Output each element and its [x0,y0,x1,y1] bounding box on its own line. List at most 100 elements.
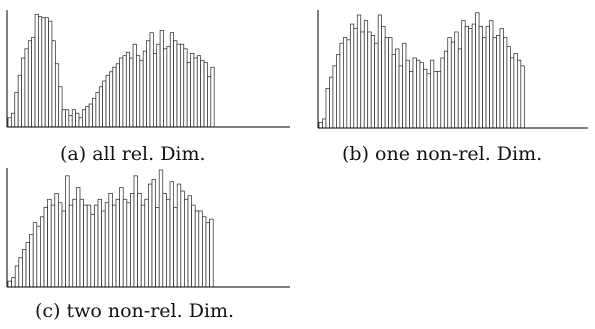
histogram-bar [398,65,403,129]
histogram-bar [499,28,504,129]
histogram-bar [207,76,212,128]
histogram-bar [370,34,376,129]
histogram-bar [140,204,146,288]
histogram-bar [163,48,168,128]
histogram-bar [203,62,208,128]
histogram-bar [412,57,417,129]
histogram-bar [129,57,134,128]
histogram-panel-a: (a) all rel. Dim. [5,5,295,170]
histogram-bar [68,115,73,128]
histogram-bar [506,46,511,129]
histogram-bar [485,25,490,129]
histogram-bar [405,59,410,129]
histogram-bar [193,57,198,128]
histogram-panel-c: (c) two non-rel. Dim. [5,165,295,325]
histogram-bar [32,222,38,288]
histogram-bar [149,32,154,128]
histogram-bar [112,66,117,128]
histogram-bar [367,31,372,129]
histogram-bar [86,204,92,288]
histogram-bar [133,175,138,288]
histogram-bar [75,112,80,128]
histogram-bar [176,43,181,128]
histogram-b [317,10,588,129]
histogram-bar [322,118,327,129]
histogram-bar [332,65,337,129]
histogram-bar [43,207,48,288]
caption-a: (a) all rel. Dim. [60,143,206,165]
histogram-bar [152,53,158,128]
histogram-bar [198,210,203,288]
histogram-bar [48,20,53,128]
histogram-bar [61,210,66,288]
histogram-bar [112,204,117,288]
histogram-bar [384,37,389,129]
histogram-bar [173,40,178,128]
histogram-bar [440,57,445,129]
histogram-bar [374,42,379,129]
histogram-bar [450,41,456,129]
histogram-bar [461,20,466,129]
histogram-bar [41,17,46,128]
histogram-bar [517,59,522,129]
histogram-bar [17,74,22,128]
histogram-bar [343,37,348,129]
histogram-bar [169,181,174,288]
histogram-bar [58,202,63,288]
histogram-bar [92,97,97,128]
histogram-bar [162,193,167,288]
histogram-bar [325,88,330,129]
histogram-bar [416,59,421,129]
histogram-bar [97,198,102,288]
histogram-bar [492,37,497,129]
histogram-bar [194,210,200,288]
histogram-bar [496,34,501,129]
histogram-bar [104,202,110,288]
histogram-bar [336,54,341,129]
histogram-bar [447,37,452,129]
histogram-bar [166,198,171,288]
histogram-bar [71,109,76,128]
histogram-bar [187,195,192,288]
histogram-bar [209,218,214,288]
histogram-bar [205,222,210,288]
histogram-bar [381,25,386,129]
histogram-bar [24,48,29,128]
histogram-c [6,168,290,288]
histogram-bar [101,210,106,288]
histogram-bar [61,109,66,128]
histogram-bar [68,204,74,288]
histogram-bar [457,48,463,129]
histogram-bar [349,23,355,129]
histogram-bar [329,76,334,129]
histogram-bar [22,249,27,288]
histogram-bar [180,190,185,288]
histogram-bar [90,214,95,288]
histogram-bar [186,62,191,128]
histogram-bar [503,37,508,129]
histogram-bar [78,117,83,128]
histogram-bar [169,32,174,128]
histogram-bar [513,53,518,129]
histogram-bar [191,204,196,288]
histogram-bar [210,66,215,128]
histogram-bar [510,57,515,129]
histogram-bar [196,55,202,128]
histogram-bar [34,13,39,128]
histogram-bar [98,86,103,128]
histogram-bar [72,198,77,288]
histogram-bar [184,198,189,288]
histogram-bar [54,193,59,288]
histogram-bar [339,42,344,129]
histogram-bar [11,277,16,288]
histogram-bar [419,62,424,129]
histogram-bar [29,233,34,288]
histogram-bar [31,36,36,128]
histogram-bar [436,71,442,129]
histogram-bar [377,14,382,129]
histogram-bar [115,63,120,128]
histogram-bar [21,57,26,128]
histogram-bar [180,43,185,128]
histogram-bar [520,65,525,129]
histogram-bar [475,12,480,129]
